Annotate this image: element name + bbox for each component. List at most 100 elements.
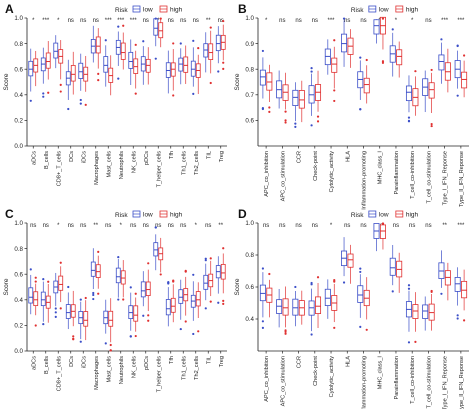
outlier-point [42,323,45,326]
outlier-point [167,281,170,284]
significance-label: ns [295,18,301,24]
outlier-point [261,107,264,111]
outlier-point [333,326,336,329]
box-iqr [90,261,96,277]
significance-label: ns [168,18,174,24]
x-tick-label: Cytolytic_activity [329,356,335,398]
outlier-point [456,314,459,317]
x-tick-label: HLA [345,151,351,162]
outlier-point [222,19,225,23]
box-iqr [165,299,171,316]
box-iqr [158,22,164,39]
legend-title: Risk [115,7,128,14]
box-high [170,42,176,97]
x-tick-label: NK_cells [131,356,137,378]
x-tick-label: Type_II_IFN_Reponse [459,356,465,409]
significance-label: *** [42,18,50,24]
box-high [220,19,226,70]
outlier-point [342,281,346,284]
box-iqr [190,60,196,77]
outlier-point [381,222,385,225]
significance-label: ns [80,223,86,229]
box-high [396,41,403,78]
box-iqr [422,304,429,319]
box-low [438,38,445,84]
outlier-point [117,256,120,259]
box-low [405,284,412,344]
panel-c: C Risk low high 0.0 0.2 0.4 0.6 0.8 1.0 Score aDCs n… [3,207,227,392]
box-low [389,245,396,293]
significance-label: ns [425,223,431,229]
significance-label: * [411,18,414,24]
x-tick-label: B_cells [44,151,50,169]
x-tick-label: MHC_class_I [378,151,384,185]
outlier-point [42,278,45,281]
outlier-point [154,226,157,229]
outlier-point [268,272,271,276]
outlier-point [47,91,50,94]
box-low [215,26,221,73]
x-tick-label: Type_II_IFN_Reponse [459,151,465,207]
box-low [454,267,461,320]
outlier-point [67,285,70,289]
outlier-point [284,330,287,334]
box-iqr [379,224,386,239]
outlier-point [72,337,75,340]
panel-letter: A [5,2,14,16]
box-high [33,50,39,87]
outlier-point [310,283,313,286]
box-iqr [178,57,184,72]
box-high [298,290,305,325]
box-high [58,261,64,310]
outlier-point [333,39,336,42]
x-tick-label: Macrophages [94,356,100,390]
box-iqr [183,56,189,73]
outlier-point [29,99,32,102]
box-iqr [220,263,226,280]
box-high [195,282,201,333]
box-low [341,17,348,67]
significance-label: *** [441,18,449,24]
box-iqr [128,51,134,69]
y-tick-label: 0.0 [14,143,23,150]
x-tick-label: Treg [219,151,225,162]
box-iqr [195,291,201,307]
box-iqr [347,253,354,268]
outlier-point [391,28,394,31]
outlier-point [67,107,70,111]
x-tick-label: aDCs [31,356,37,370]
outlier-point [261,326,264,329]
box-low [40,278,46,326]
x-tick-label: iDCs [81,151,87,163]
box-low [153,226,159,271]
y-tick-label: 0.9 [245,41,254,48]
outlier-point [122,298,125,301]
outlier-point [154,17,157,20]
significance-label: ns [360,18,366,24]
outlier-point [117,298,120,301]
box-iqr [357,285,364,303]
y-tick-label: 1.0 [14,220,23,227]
box-high [461,54,468,98]
outlier-point [172,280,175,283]
x-tick-label: T_cell_co-inhibition [410,356,416,404]
box-low [373,223,380,252]
outlier-point [59,90,62,93]
x-tick-label: Th2_cells [194,356,200,380]
outlier-point [142,40,145,43]
panel-letter: C [5,207,14,221]
box-high [298,80,305,123]
box-low [357,56,364,111]
outlier-point [294,125,297,128]
outlier-point [359,325,362,328]
significance-label: * [57,18,60,24]
legend-label-low: low [143,7,153,14]
outlier-point [192,92,195,95]
significance-label: * [120,223,123,229]
legend-title: Risk [115,212,128,219]
box-low [103,39,109,87]
box-high [108,298,114,352]
outlier-point [284,110,287,113]
box-high [412,70,419,116]
x-tick-label: HLA [345,356,351,367]
